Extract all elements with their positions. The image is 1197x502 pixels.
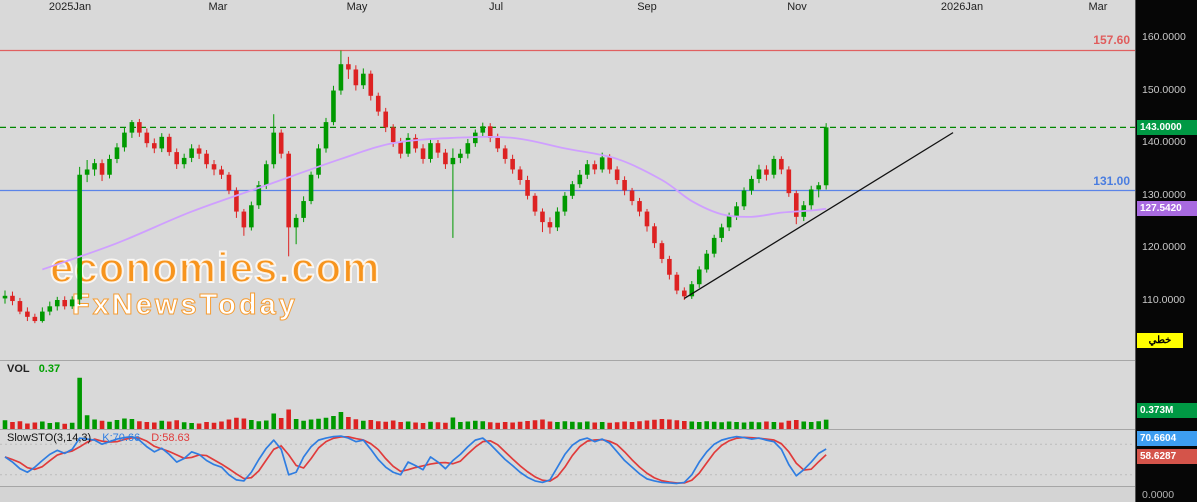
price-axis-tick: 120.0000 <box>1142 241 1186 253</box>
watermark-brand: economies.com <box>49 244 381 291</box>
price-axis-tick: 110.0000 <box>1142 294 1186 306</box>
time-axis-label: 2026Jan <box>940 1 984 13</box>
current-price-badge: 143.0000 <box>1137 120 1197 135</box>
axis-zero-label: 0.0000 <box>1142 489 1175 501</box>
price-axis-tick: 140.0000 <box>1142 136 1186 148</box>
stoch-k-badge: 70.6604 <box>1137 431 1197 446</box>
ma-value-badge: 127.5420 <box>1137 201 1197 216</box>
time-axis-label: Sep <box>637 1 657 13</box>
support-price-label: 131.00 <box>1093 174 1130 188</box>
stoch-panel-title: SlowSTO(3,14,3) <box>7 432 92 444</box>
time-axis-label: Mar <box>208 1 228 13</box>
watermark-subbrand: FxNewsToday <box>71 289 298 322</box>
stoch-k-value: K:70.66 <box>102 432 141 444</box>
scale-type-badge[interactable]: خطي <box>1137 333 1183 348</box>
price-axis-tick: 150.0000 <box>1142 84 1186 96</box>
time-axis-label: Nov <box>787 1 807 13</box>
time-axis-label: May <box>346 1 368 13</box>
time-axis-label: 2025Jan <box>48 1 92 13</box>
volume-panel[interactable] <box>0 361 1135 430</box>
volume-current-value: 0.37 <box>38 363 61 375</box>
price-axis[interactable]: 160.0000 150.0000 140.0000 130.0000 120.… <box>1135 0 1197 502</box>
price-axis-tick: 130.0000 <box>1142 189 1186 201</box>
time-axis-label: Jul <box>488 1 504 13</box>
volume-badge: 0.373M <box>1137 403 1197 418</box>
resistance-price-label: 157.60 <box>1093 33 1130 47</box>
price-axis-tick: 160.0000 <box>1142 31 1186 43</box>
time-axis[interactable] <box>0 487 1135 502</box>
stoch-d-badge: 58.6287 <box>1137 449 1197 464</box>
stoch-d-value: D:58.63 <box>151 432 190 444</box>
price-chart-panel[interactable]: economies.com FxNewsToday <box>0 0 1135 361</box>
volume-panel-title: VOL <box>7 363 30 375</box>
time-axis-label: Mar <box>1088 1 1108 13</box>
watermark: economies.com FxNewsToday <box>49 244 381 322</box>
